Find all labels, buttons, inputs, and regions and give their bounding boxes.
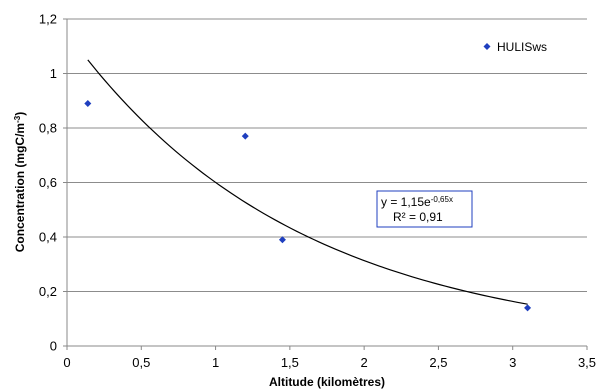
legend: HULISws [483,40,547,54]
x-tick-label: 2,5 [429,355,447,370]
trendline-curve [87,59,528,305]
x-tick-label: 1,5 [281,355,299,370]
axes [66,19,587,347]
x-axis-title: Altitude (kilomètres) [269,375,385,389]
x-tick-label: 3,5 [578,355,596,370]
y-tick-label: 1 [50,66,57,81]
r-squared-text: R² = 0,91 [393,210,443,224]
legend-marker-icon [483,43,491,50]
y-tick-label: 0,4 [39,230,57,245]
gridlines [63,18,588,350]
y-tick-label: 0,2 [39,284,57,299]
data-point [524,304,532,312]
x-tick-label: 0 [63,355,70,370]
data-point [84,99,92,107]
x-tick-label: 0,5 [132,355,150,370]
y-tick-label: 1,2 [39,12,57,27]
data-point [278,236,286,244]
x-tick-label: 3 [509,355,516,370]
data-points [84,99,532,312]
legend-label: HULISws [497,40,547,54]
x-tick-label: 2 [361,355,368,370]
y-tick-label: 0,8 [39,121,57,136]
equation-text: y = 1,15e-0,65x [381,195,453,209]
y-tick-labels: 0 0,2 0,4 0,6 0,8 1 1,2 [39,12,57,354]
y-tick-label: 0 [50,339,57,354]
x-tick-label: 1 [212,355,219,370]
y-tick-label: 0,6 [39,175,57,190]
equation-box-border [376,190,473,228]
x-tick-labels: 0 0,5 1 1,5 2 2,5 3 3,5 [63,355,596,370]
y-axis-title: Concentration (mgC/m-3) [13,112,27,252]
trendline-equation-box: y = 1,15e-0,65x R² = 0,91 [376,190,473,228]
data-point [241,132,249,140]
